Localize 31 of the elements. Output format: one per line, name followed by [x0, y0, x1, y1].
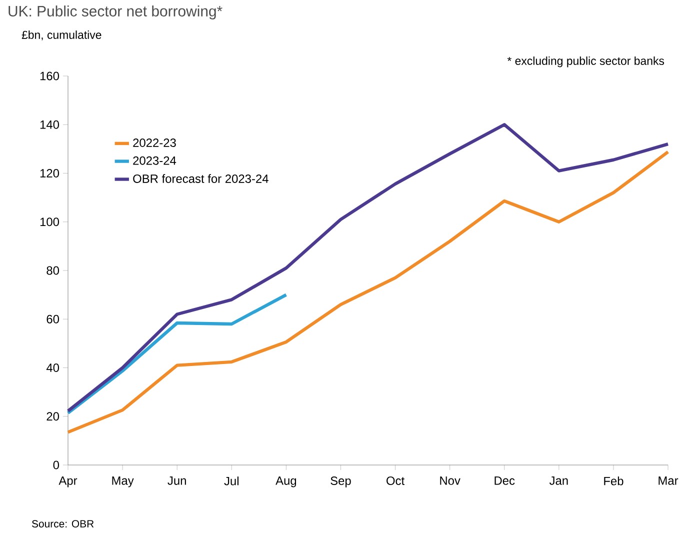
x-tick-label: Jan — [549, 476, 568, 485]
x-tick-label: Aug — [276, 476, 296, 488]
y-tick-label: 0 — [53, 460, 60, 470]
y-tick-label: 40 — [46, 364, 60, 372]
x-tick-label: Dec — [494, 476, 515, 485]
x-tick-label: Feb — [604, 476, 624, 486]
y-tick-label: 140 — [40, 120, 60, 129]
x-tick-label: Apr — [58, 476, 78, 488]
legend-label: OBR forecast for 2023-24 — [133, 174, 268, 183]
x-tick-label: Jul — [224, 476, 238, 486]
source-note: Source: OBR — [32, 520, 94, 528]
y-tick-label: 100 — [40, 218, 60, 226]
chart-title: UK: Public sector net borrowing* — [8, 6, 222, 20]
y-tick-label: 80 — [46, 266, 60, 275]
y-tick-label: 160 — [40, 72, 60, 80]
y-tick-label: 60 — [46, 314, 60, 324]
line-series — [66, 123, 670, 413]
x-tick-label: Oct — [386, 476, 404, 485]
legend-label: 2023-24 — [133, 156, 176, 165]
line-series — [66, 150, 670, 434]
y-tick-label: 20 — [46, 412, 60, 421]
legend-label: 2022-23 — [133, 138, 176, 147]
x-tick-label: Jun — [168, 476, 186, 485]
x-tick-label: Mar — [658, 476, 678, 485]
chart-subtitle: £bn, cumulative — [22, 30, 102, 40]
x-tick-label: Nov — [440, 476, 460, 485]
x-tick-label: Sep — [330, 476, 351, 488]
text: * excluding public sector banks — [507, 56, 664, 68]
line-series — [66, 293, 288, 415]
x-tick-label: May — [112, 476, 134, 488]
y-tick-label: 120 — [40, 169, 60, 178]
